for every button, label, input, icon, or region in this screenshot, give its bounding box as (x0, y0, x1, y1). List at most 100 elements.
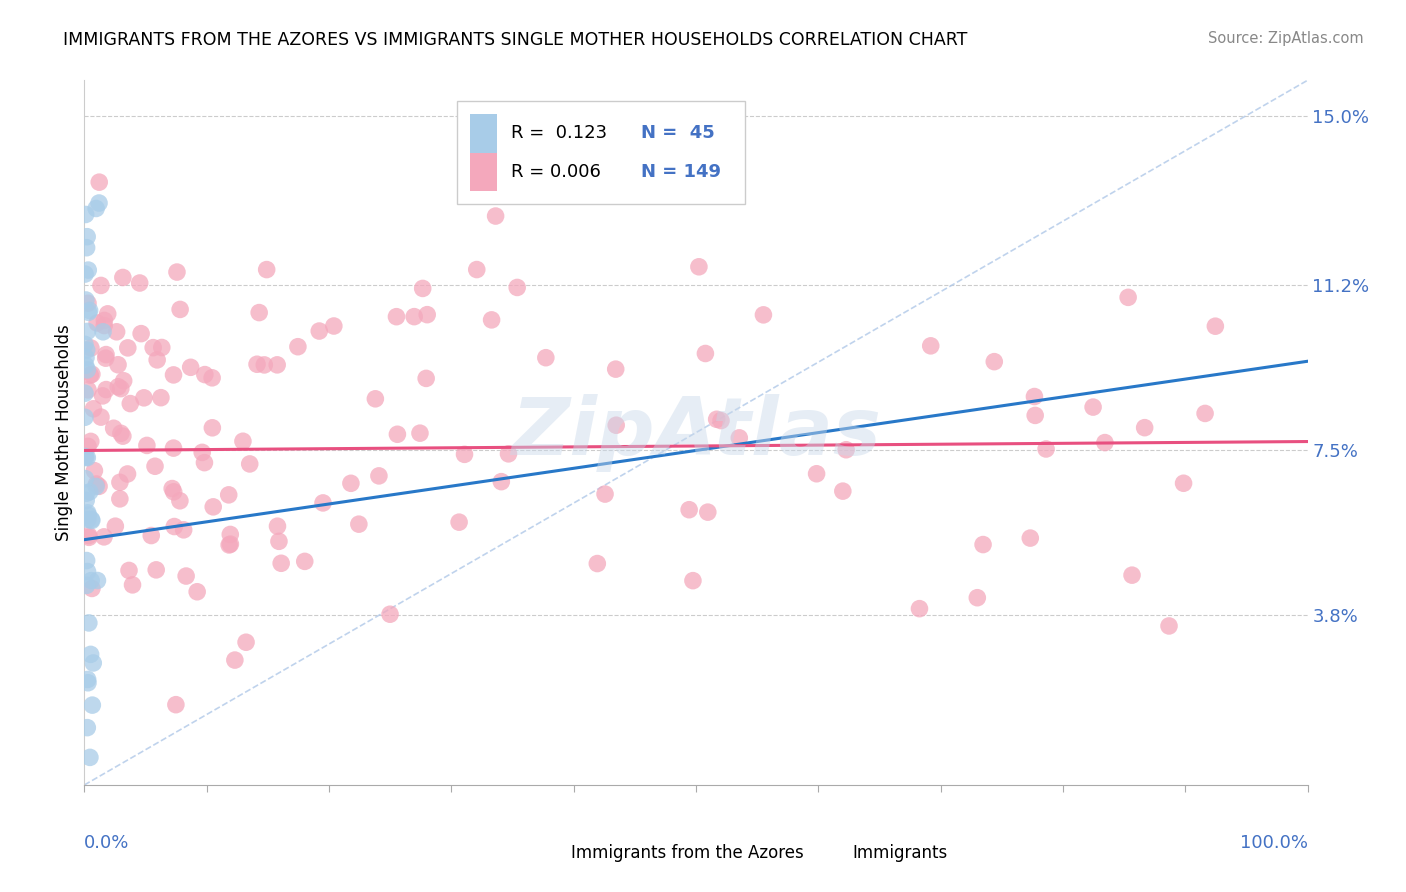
Point (1194, 406, 1216, 420)
Point (128, 276, 150, 290)
Point (132, 391, 155, 405)
Point (169, 302, 191, 317)
Point (1116, 290, 1139, 304)
Point (146, 352, 169, 367)
Point (586, 557, 609, 571)
Point (696, 505, 718, 519)
Point (831, 484, 853, 499)
Point (218, 488, 240, 502)
Point (219, 527, 242, 541)
Point (169, 493, 191, 508)
Point (232, 434, 254, 449)
Point (186, 584, 208, 599)
Point (135, 438, 157, 452)
Text: Immigrants: Immigrants (852, 845, 948, 863)
Point (966, 591, 988, 605)
Point (465, 262, 488, 277)
Y-axis label: Single Mother Households: Single Mother Households (55, 325, 73, 541)
Point (385, 310, 408, 324)
Point (340, 476, 363, 491)
Point (76, 721, 98, 735)
Point (247, 305, 270, 319)
Point (76, 343, 98, 357)
Point (387, 427, 409, 442)
Point (308, 324, 330, 338)
Point (75, 493, 97, 508)
Point (695, 346, 717, 360)
Point (91, 389, 114, 403)
Point (86, 574, 108, 588)
Bar (470, 153, 496, 191)
Point (77, 530, 100, 544)
Point (73, 386, 96, 401)
Point (103, 421, 125, 435)
Point (87, 479, 110, 493)
Point (84, 479, 107, 493)
Point (256, 262, 278, 277)
Point (80, 368, 103, 382)
Point (93, 313, 115, 327)
Text: 0.0%: 0.0% (84, 834, 129, 852)
Point (1024, 409, 1046, 423)
Point (75, 351, 97, 365)
Point (76, 363, 98, 377)
Point (1081, 400, 1104, 414)
Point (752, 308, 775, 322)
Point (322, 318, 344, 333)
Point (121, 578, 143, 592)
Point (94, 348, 117, 362)
Point (506, 280, 529, 294)
Point (368, 468, 391, 483)
Point (76, 325, 98, 339)
Point (75, 359, 97, 373)
Point (1133, 420, 1156, 434)
Point (484, 209, 506, 223)
Point (378, 607, 401, 622)
Text: R =  0.123: R = 0.123 (512, 124, 607, 142)
Point (75, 293, 97, 307)
Point (1173, 476, 1195, 491)
Point (76, 512, 98, 526)
Point (76, 565, 98, 579)
Point (453, 447, 475, 461)
Point (706, 412, 728, 426)
Point (347, 517, 370, 532)
Point (77, 508, 100, 523)
Point (235, 635, 257, 649)
Point (415, 371, 437, 385)
Point (174, 569, 197, 583)
Point (82, 401, 104, 416)
Point (682, 574, 704, 588)
Point (163, 519, 186, 533)
Point (194, 368, 217, 382)
Point (149, 391, 172, 405)
Point (79, 648, 101, 662)
Point (77, 439, 100, 453)
Point (173, 523, 195, 537)
Point (108, 491, 131, 506)
Point (75, 207, 97, 221)
Point (193, 456, 215, 470)
Point (253, 358, 276, 372)
Point (111, 429, 134, 443)
Point (449, 515, 471, 529)
Point (150, 341, 173, 355)
Point (218, 538, 240, 552)
Point (404, 310, 426, 324)
Point (75, 472, 97, 486)
Point (112, 374, 135, 388)
Point (416, 308, 439, 322)
Point (498, 447, 520, 461)
Point (141, 528, 163, 542)
Point (287, 340, 309, 354)
Point (76, 506, 98, 520)
Point (76, 578, 98, 592)
Text: N =  45: N = 45 (641, 124, 714, 142)
Point (80, 514, 103, 528)
Point (77, 383, 100, 397)
Point (1204, 319, 1226, 334)
Point (364, 392, 387, 406)
Point (165, 698, 187, 712)
Text: IMMIGRANTS FROM THE AZORES VS IMMIGRANTS SINGLE MOTHER HOUSEHOLDS CORRELATION CH: IMMIGRANTS FROM THE AZORES VS IMMIGRANTS… (63, 31, 967, 49)
Point (481, 313, 503, 327)
